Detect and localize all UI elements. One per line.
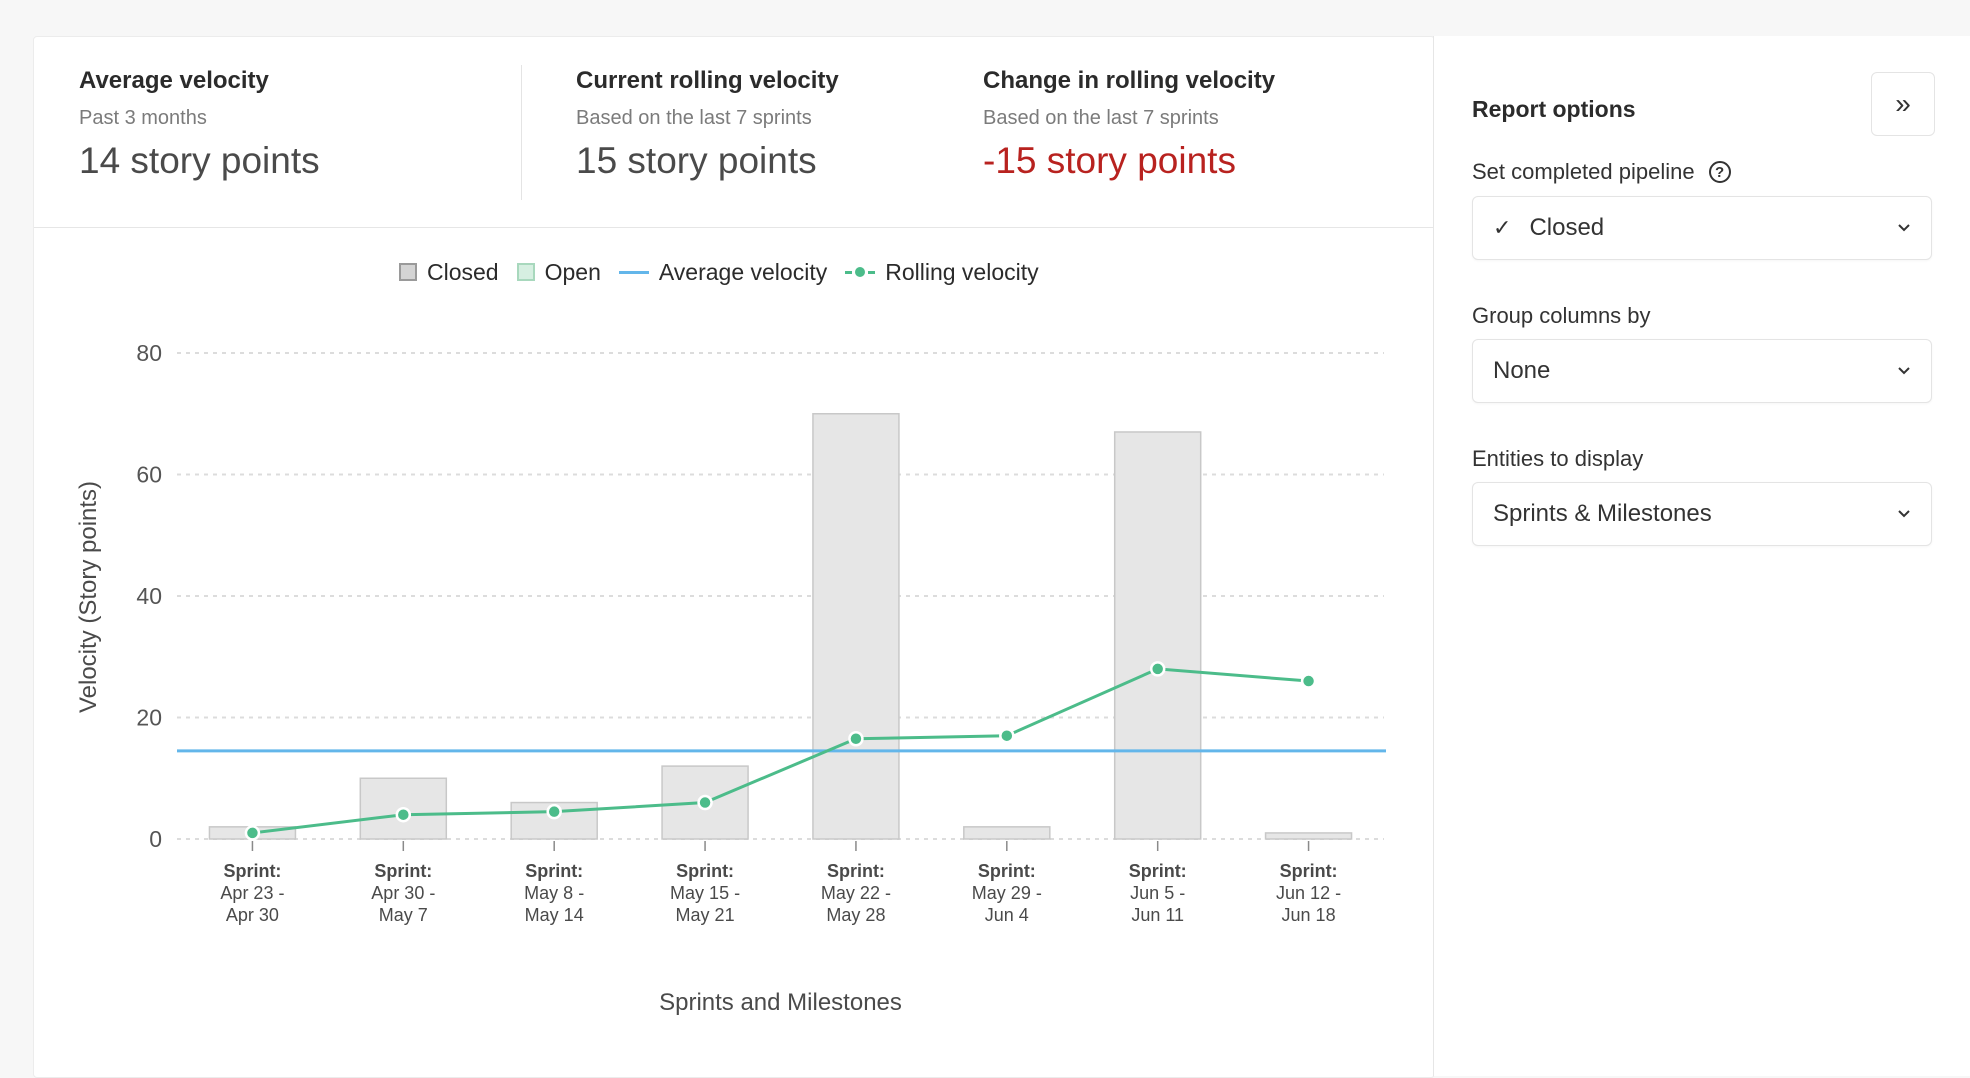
velocity-report-card: Average velocity Past 3 months 14 story … (33, 36, 1435, 1078)
rolling-velocity-point (1300, 673, 1317, 689)
y-tick-label: 20 (136, 705, 162, 731)
y-tick-label: 0 (149, 826, 162, 852)
legend-label: Open (544, 258, 601, 285)
x-tick-label: May 7 (379, 905, 428, 925)
stat-average-velocity: Average velocity Past 3 months 14 story … (79, 67, 320, 182)
y-tick-label: 40 (136, 583, 162, 609)
select-value: Sprints & Milestones (1493, 500, 1712, 527)
x-tick-label: Jun 12 - (1276, 883, 1341, 903)
bar-closed (1113, 431, 1202, 840)
legend-swatch-average (618, 270, 649, 274)
rolling-velocity-point (244, 825, 261, 841)
chevron-down-icon (1898, 510, 1910, 518)
legend-item-open[interactable]: Open (516, 258, 601, 286)
bar-closed (1264, 832, 1353, 840)
rolling-velocity-point (999, 727, 1015, 744)
x-tick-label: Apr 30 (226, 905, 279, 925)
stats-row: Average velocity Past 3 months 14 story … (34, 37, 1434, 228)
x-tick-label: Jun 5 - (1130, 883, 1185, 903)
stat-title: Average velocity (79, 67, 269, 94)
field-label-text: Set completed pipeline (1472, 159, 1695, 184)
stat-subtitle: Based on the last 7 sprints (983, 107, 1219, 129)
select-value: Closed (1529, 214, 1605, 241)
x-tick-label: May 22 - (821, 883, 891, 903)
help-icon[interactable]: ? (1708, 161, 1731, 183)
x-tick-label: May 28 (826, 905, 885, 925)
rolling-velocity-point (546, 803, 562, 820)
x-tick-label: Jun 11 (1131, 905, 1184, 925)
group-columns-select[interactable]: None (1472, 339, 1932, 403)
x-tick-label: Sprint: (1280, 861, 1338, 881)
bar-closed (963, 826, 1051, 840)
entities-select[interactable]: Sprints & Milestones (1472, 482, 1932, 546)
y-tick-label: 80 (136, 340, 162, 366)
select-value: None (1493, 357, 1551, 384)
legend-label: Closed (427, 258, 499, 285)
bar-closed (812, 413, 900, 840)
group-columns-label: Group columns by (1472, 303, 1651, 329)
chart-legend: Closed Open Average velocity Rolling vel… (399, 257, 1057, 287)
stat-title: Current rolling velocity (576, 67, 839, 94)
legend-swatch-closed (399, 263, 417, 281)
x-tick-label: Sprint: (525, 861, 583, 881)
stat-value: 14 story points (79, 140, 320, 181)
y-axis-title: Velocity (Story points) (75, 481, 102, 713)
panel-title: Report options (1472, 96, 1636, 122)
stat-subtitle: Based on the last 7 sprints (576, 107, 812, 129)
legend-item-rolling[interactable]: Rolling velocity (845, 258, 1039, 286)
legend-label: Average velocity (658, 258, 828, 285)
field-label-text: Entities to display (1472, 446, 1644, 471)
legend-item-average[interactable]: Average velocity (618, 258, 828, 286)
x-tick-label: Sprint: (676, 861, 734, 881)
rolling-velocity-point (395, 806, 412, 823)
stat-current-rolling-velocity: Current rolling velocity Based on the la… (576, 67, 839, 182)
x-tick-label: May 21 (676, 905, 735, 925)
rolling-velocity-line (252, 667, 1309, 835)
rolling-velocity-point (848, 731, 864, 747)
y-tick-label: 60 (136, 462, 162, 488)
stat-value: 15 story points (576, 140, 817, 181)
completed-pipeline-label: Set completed pipeline ? (1472, 159, 1731, 185)
x-tick-label: Sprint: (223, 861, 281, 881)
chevron-down-icon (1898, 367, 1910, 375)
stat-change-rolling-velocity: Change in rolling velocity Based on the … (983, 67, 1275, 182)
x-axis-title: Sprints and Milestones (659, 989, 902, 1016)
collapse-panel-button[interactable]: » (1871, 72, 1935, 136)
legend-label: Rolling velocity (885, 258, 1039, 285)
check-icon: ✓ (1493, 215, 1512, 240)
x-tick-label: May 29 - (972, 883, 1042, 903)
x-tick-label: Jun 4 (985, 905, 1029, 925)
legend-swatch-rolling (845, 265, 876, 279)
field-label-text: Group columns by (1472, 303, 1651, 328)
stat-value: -15 story points (983, 140, 1236, 181)
x-tick-label: May 14 (525, 905, 584, 925)
legend-item-closed[interactable]: Closed (399, 259, 499, 286)
x-tick-label: Jun 18 (1282, 905, 1336, 925)
entities-label: Entities to display (1472, 446, 1643, 472)
completed-pipeline-select[interactable]: ✓ Closed (1472, 196, 1932, 260)
x-tick-label: May 15 - (670, 883, 740, 903)
legend-swatch-open (516, 263, 535, 281)
rolling-velocity-point (1149, 661, 1166, 677)
x-tick-label: Sprint: (827, 861, 885, 881)
stat-subtitle: Past 3 months (79, 107, 207, 129)
x-tick-label: Sprint: (374, 861, 432, 881)
stat-title: Change in rolling velocity (983, 67, 1276, 94)
rolling-velocity-point (697, 794, 713, 811)
x-tick-label: May 8 - (524, 883, 584, 903)
report-options-panel: Report options » Set completed pipeline … (1433, 36, 1970, 1076)
x-tick-label: Apr 23 - (220, 883, 284, 903)
x-tick-label: Sprint: (1129, 861, 1187, 881)
chevron-down-icon (1898, 224, 1910, 232)
stat-divider (521, 65, 522, 200)
x-tick-label: Apr 30 - (371, 883, 435, 903)
x-tick-label: Sprint: (978, 861, 1036, 881)
